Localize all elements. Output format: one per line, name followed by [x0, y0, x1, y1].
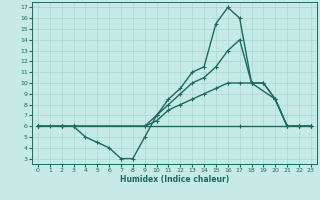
X-axis label: Humidex (Indice chaleur): Humidex (Indice chaleur) — [120, 175, 229, 184]
